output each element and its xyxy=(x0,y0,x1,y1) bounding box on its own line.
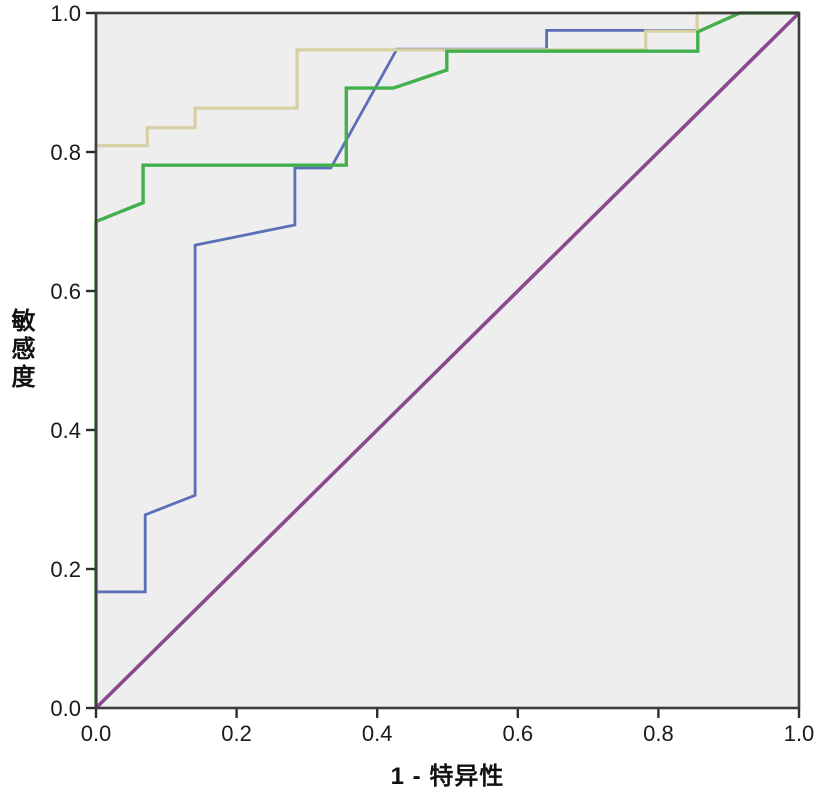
y-tick-label: 1.0 xyxy=(50,1,81,26)
y-tick-label: 0.8 xyxy=(50,140,81,165)
x-tick-label: 0.4 xyxy=(362,721,393,746)
plot-frame xyxy=(94,11,801,710)
y-tick-label: 0.6 xyxy=(50,279,81,304)
roc-reference-line xyxy=(94,11,801,710)
y-tick-label: 0.0 xyxy=(50,696,81,721)
x-tick-label: 0.8 xyxy=(643,721,674,746)
y-tick-label: 0.2 xyxy=(50,557,81,582)
y-tick-label: 0.4 xyxy=(50,418,81,443)
x-tick-label: 0.6 xyxy=(503,721,534,746)
x-axis-title: 1 - 特异性 xyxy=(390,763,505,790)
x-tick-label: 1.0 xyxy=(784,721,815,746)
roc-green-curve xyxy=(94,11,799,708)
x-tick-label: 0.2 xyxy=(221,721,252,746)
x-tick-label: 0.0 xyxy=(81,721,112,746)
y-axis-title: 敏感度 xyxy=(7,308,34,392)
